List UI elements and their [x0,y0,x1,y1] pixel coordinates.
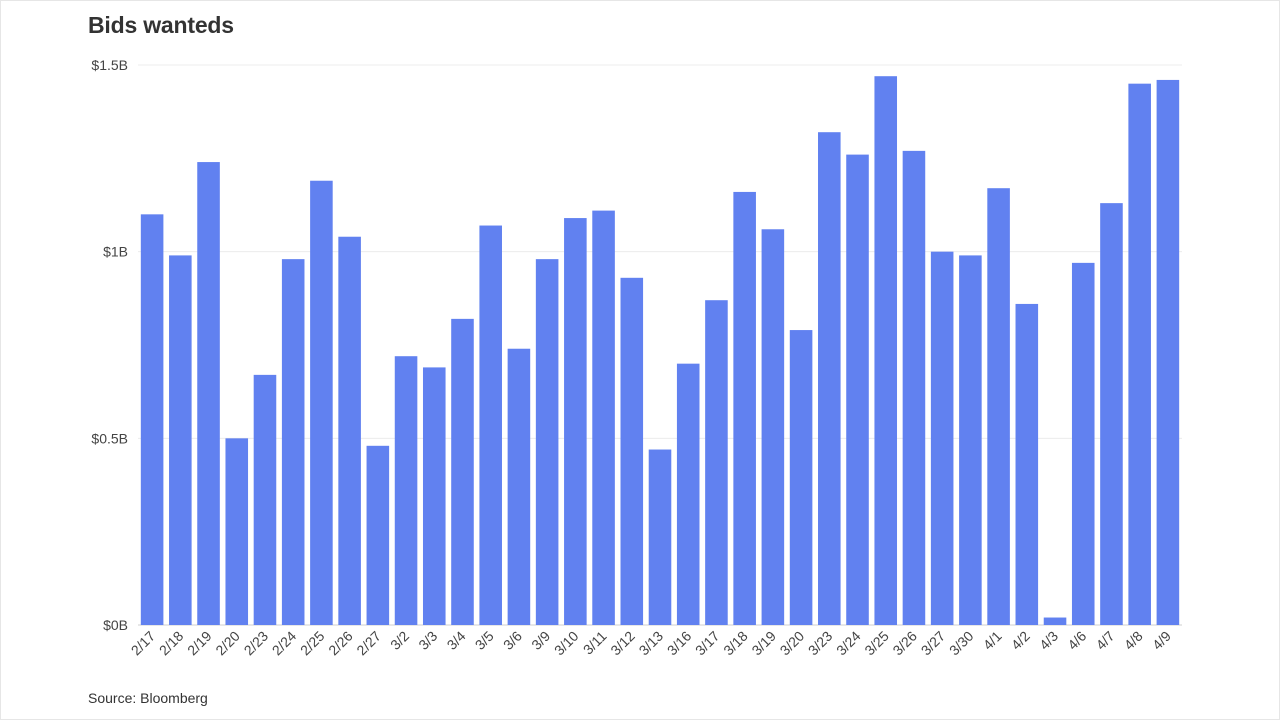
bar [394,356,418,625]
bar [818,132,841,625]
x-tick-label: 3/3 [415,628,440,653]
bar [281,259,305,625]
bar [761,229,785,625]
x-tick-label: 3/25 [861,628,892,659]
x-tick-label: 3/10 [551,628,582,659]
bar [620,277,644,625]
bar [1071,262,1095,625]
x-tick-label: 3/16 [664,628,695,659]
x-tick-label: 2/20 [212,628,243,659]
x-tick-label: 3/20 [777,628,808,659]
bar [733,191,756,625]
bar [789,330,813,625]
x-tick-label: 4/3 [1036,628,1061,653]
bar [846,154,869,625]
bar [1100,203,1123,625]
x-axis-ticks: 2/172/182/192/202/232/242/252/262/27 3/2 3… [128,628,1175,659]
bar [140,214,164,626]
bar [902,150,926,625]
x-tick-label: 3/5 [472,628,497,653]
bar [169,255,192,625]
bar [338,236,361,625]
bar-chart: $0B$0.5B$1B$1.5B 2/172/182/192/202/232/2… [91,57,1182,659]
bar [225,438,249,625]
source-note: Source: Bloomberg [88,690,208,706]
bar [676,363,700,625]
x-tick-label: 2/27 [353,628,384,659]
x-tick-label: 4/8 [1121,628,1146,653]
x-tick-label: 3/18 [720,628,751,659]
y-tick-label: $0B [103,617,128,633]
bar [648,449,672,625]
x-tick-label: 3/2 [387,628,412,653]
bar [1043,617,1067,625]
bar [1128,83,1151,625]
bar [874,76,898,625]
x-tick-label: 3/4 [444,628,469,653]
y-tick-label: $1.5B [91,57,128,73]
x-tick-label: 2/17 [128,628,159,659]
bars [140,76,1180,626]
x-tick-label: 3/9 [528,628,553,653]
x-tick-label: 3/23 [805,628,836,659]
x-tick-label: 2/26 [325,628,356,659]
x-tick-label: 3/12 [607,628,638,659]
bar [253,374,277,625]
bar [1156,79,1180,625]
y-axis-ticks: $0B $0.5B $1B $1.5B [91,57,128,633]
x-tick-label: 3/30 [946,628,977,659]
x-tick-label: 4/9 [1149,628,1174,653]
x-tick-label: 4/6 [1064,628,1089,653]
bar [930,251,954,625]
x-tick-label: 4/2 [1008,628,1033,653]
x-tick-label: 2/18 [156,628,187,659]
x-tick-label: 2/19 [184,628,215,659]
bar [507,348,531,625]
x-tick-label: 3/13 [636,628,667,659]
y-tick-label: $0.5B [91,430,128,446]
x-tick-label: 4/1 [980,628,1005,653]
bar [310,180,333,625]
x-tick-label: 4/7 [1093,628,1118,653]
x-tick-label: 3/27 [918,628,949,659]
x-tick-label: 2/25 [297,628,328,659]
bar [987,188,1010,625]
bar [705,300,728,625]
bar [959,255,982,625]
bar [535,259,559,625]
bar [564,218,587,626]
x-tick-label: 3/17 [692,628,723,659]
bar [1015,303,1039,625]
x-tick-label: 2/23 [241,628,272,659]
bar [197,162,220,626]
chart-title: Bids wanteds [88,12,234,38]
x-tick-label: 3/24 [833,628,864,659]
bar [479,225,502,626]
bar [366,445,390,625]
bar [451,318,474,625]
x-tick-label: 3/26 [889,628,920,659]
bar [422,367,446,625]
x-tick-label: 3/19 [748,628,779,659]
x-tick-label: 2/24 [269,628,300,659]
x-tick-label: 3/6 [500,628,525,653]
y-tick-label: $1B [103,244,128,260]
bar [592,210,615,625]
x-tick-label: 3/11 [580,628,610,658]
